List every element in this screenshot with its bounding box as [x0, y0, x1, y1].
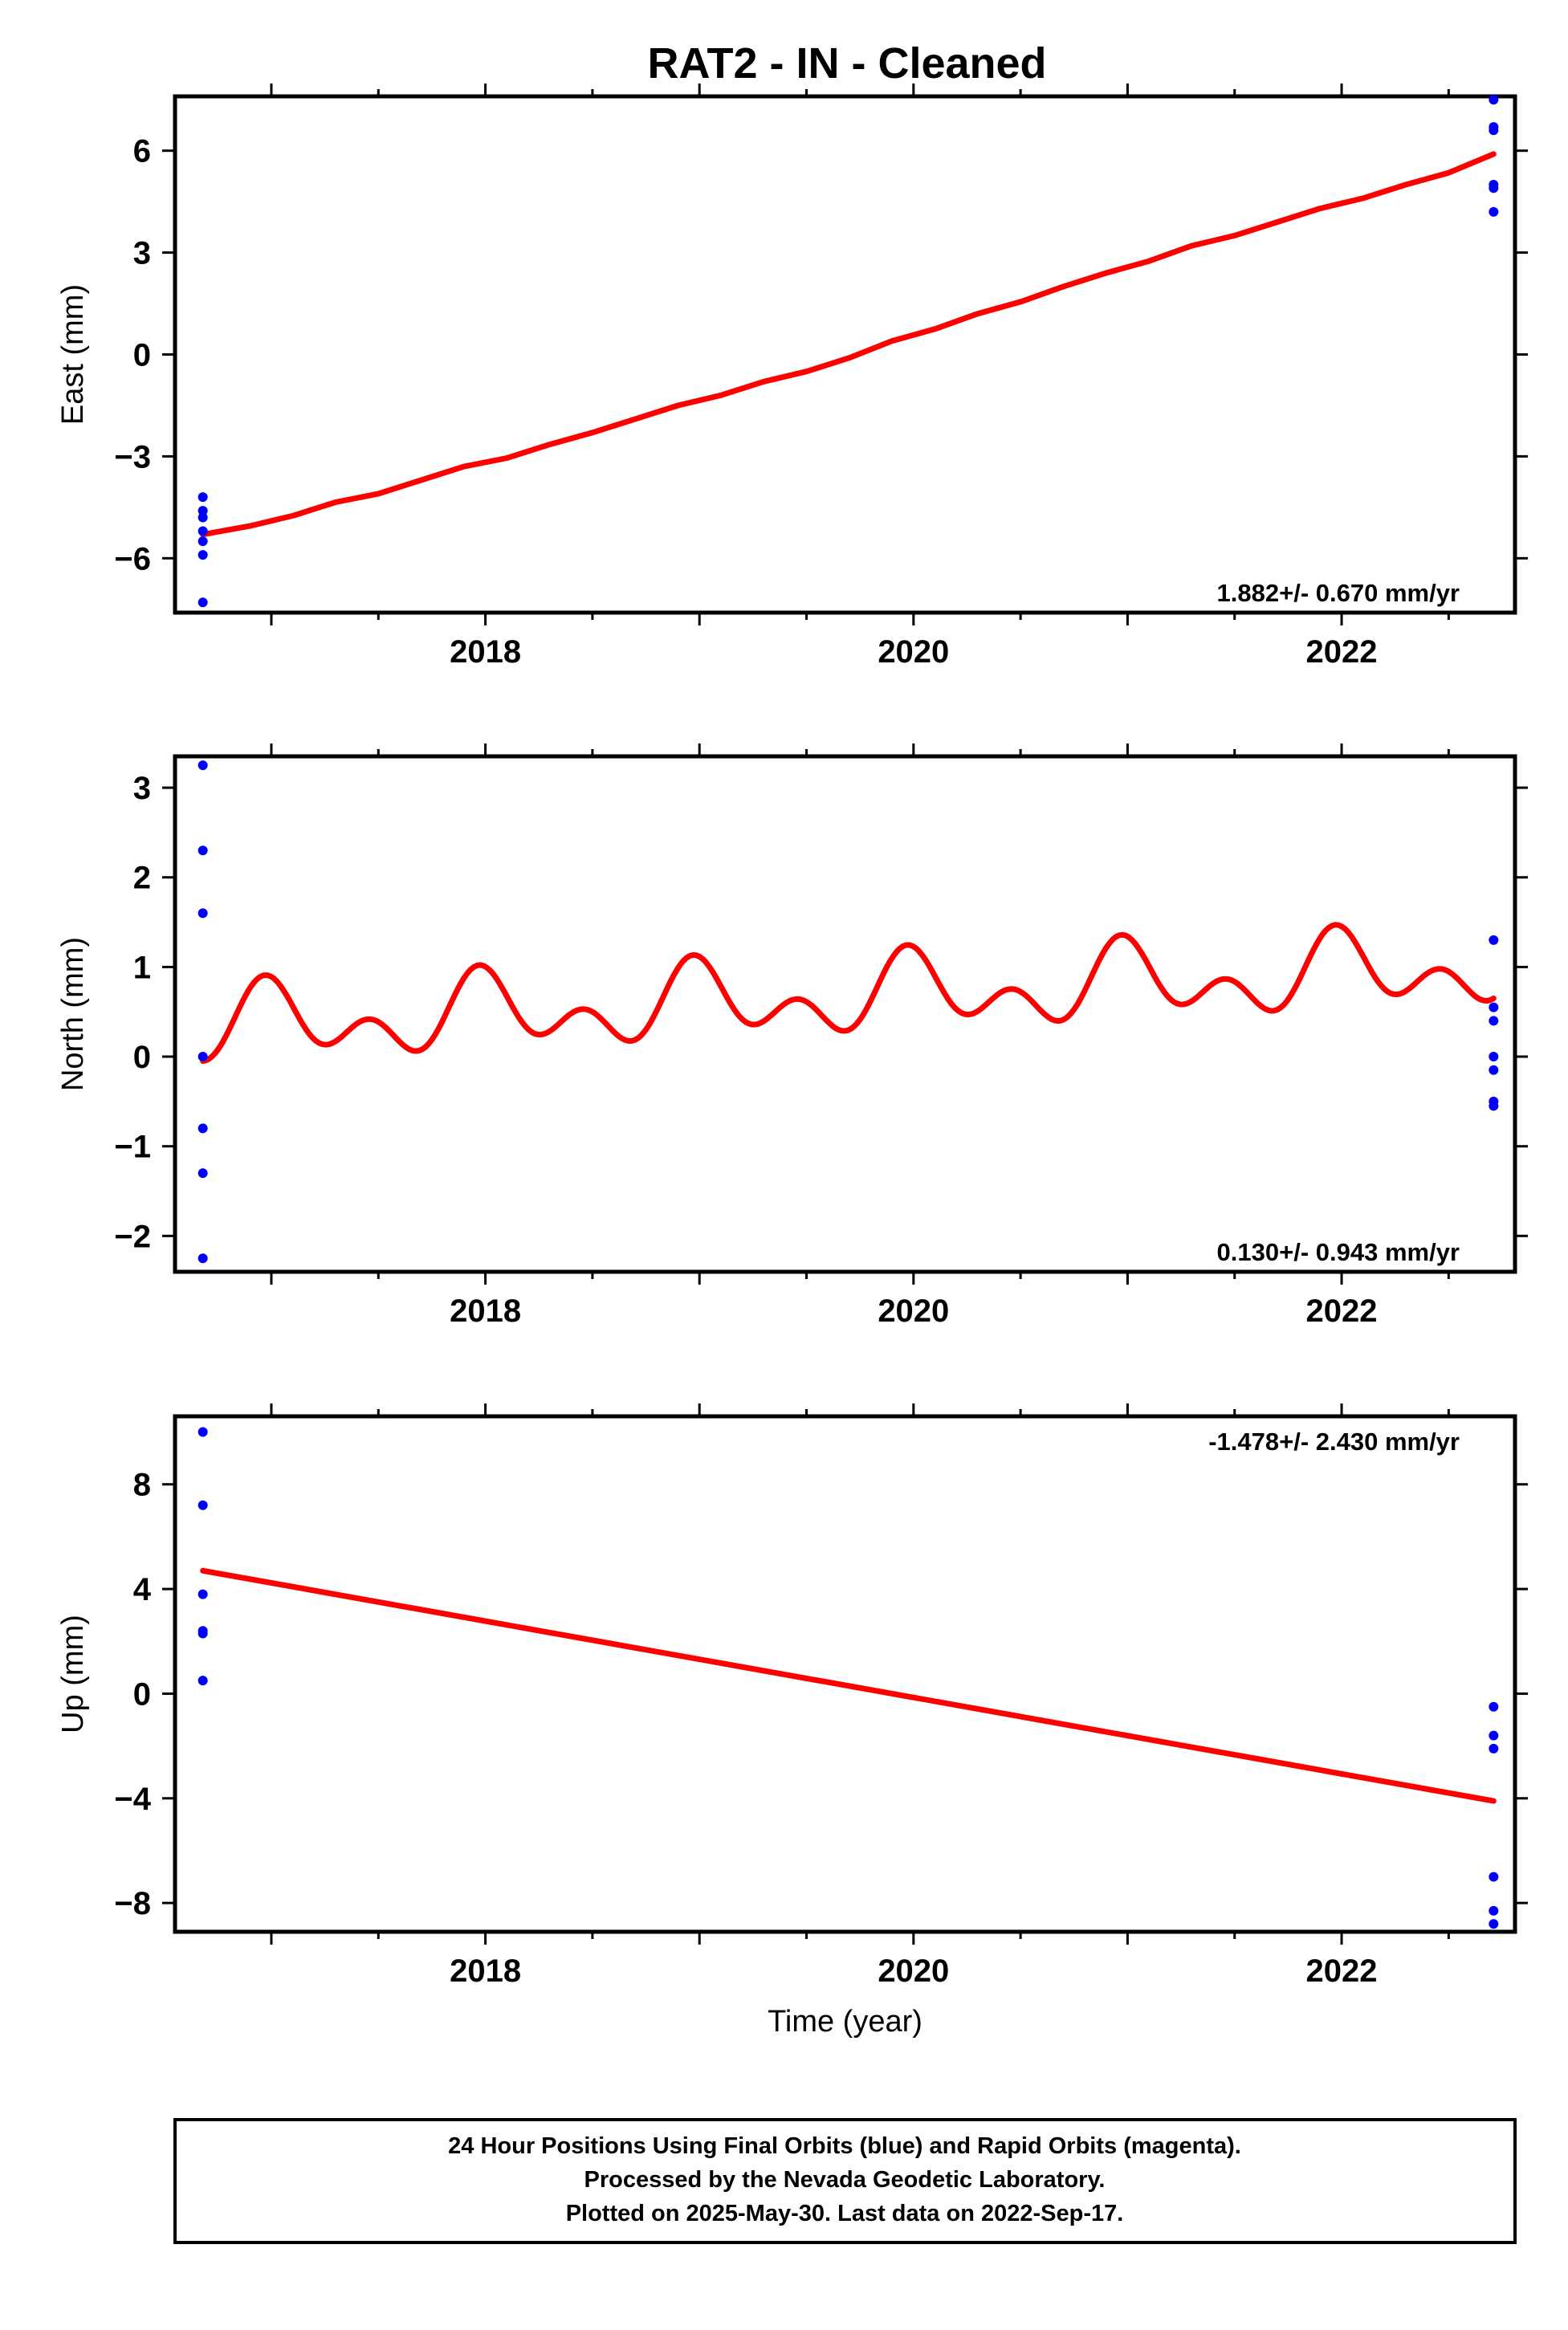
y-tick-label: 0 [133, 1676, 151, 1712]
data-point [198, 845, 208, 856]
data-point [1489, 1743, 1499, 1754]
y-tick-label: −4 [114, 1782, 151, 1817]
y-axis-label: North (mm) [56, 937, 90, 1091]
y-tick-label: 6 [133, 134, 151, 169]
x-tick-label: 2020 [878, 1293, 949, 1329]
rate-annotation: 0.130+/- 0.943 mm/yr [1217, 1238, 1460, 1266]
plot-frame [173, 1414, 1517, 1934]
data-point [1489, 1096, 1499, 1106]
rate-annotation: -1.478+/- 2.430 mm/yr [1208, 1428, 1460, 1456]
panel-3: 2018 2020 2022 −8 −4 0 4 8 Up (mm) Time (year) -1.… [56, 1403, 1528, 2039]
data-point [198, 1676, 208, 1686]
x-axis-label: Time (year) [768, 2005, 922, 2039]
y-tick-label: 3 [133, 236, 151, 271]
y-tick-label: −8 [114, 1886, 151, 1921]
y-tick-label: −2 [114, 1219, 151, 1254]
y-axis-label: East (mm) [56, 284, 90, 425]
data-point [1489, 95, 1499, 105]
footer-frame [173, 2118, 1517, 2244]
x-tick-label: 2022 [1306, 1293, 1378, 1329]
data-point [198, 1500, 208, 1510]
y-tick-label: 0 [133, 1040, 151, 1075]
y-axis-label: Up (mm) [56, 1615, 90, 1733]
figure-title: RAT2 - IN - Cleaned [647, 39, 1046, 88]
footer-line-3: Plotted on 2025-May-30. Last data on 202… [566, 2201, 1124, 2226]
data-point [198, 536, 208, 547]
data-point [1489, 1919, 1499, 1929]
x-tick-label: 2018 [450, 1293, 521, 1329]
y-tick-label: −6 [114, 541, 151, 576]
plot-frame [173, 94, 1517, 615]
footer-box: 24 Hour Positions Using Final Orbits (bl… [173, 2118, 1517, 2244]
x-tick-label: 2020 [878, 634, 949, 670]
data-point [1489, 935, 1499, 945]
data-point [1489, 1905, 1499, 1916]
data-point [1489, 1701, 1499, 1712]
y-tick-label: 3 [133, 771, 151, 806]
x-tick-label: 2020 [878, 1953, 949, 1989]
plot-frame [173, 754, 1517, 1274]
x-tick-label: 2022 [1306, 1953, 1378, 1989]
data-point [198, 1589, 208, 1599]
y-tick-label: 2 [133, 861, 151, 896]
data-point [198, 550, 208, 560]
model-fit-line [200, 151, 1497, 538]
panel-1: 2018 2020 2022 −6 −3 0 3 6 East (mm) 1.882+/- 0.6… [56, 84, 1528, 670]
data-point [1489, 1016, 1499, 1026]
data-point [198, 1168, 208, 1179]
data-point [198, 1427, 208, 1437]
y-tick-label: −1 [114, 1130, 151, 1165]
x-tick-label: 2022 [1306, 634, 1378, 670]
y-tick-label: −3 [114, 439, 151, 475]
y-tick-label: 4 [133, 1572, 152, 1607]
data-point [198, 1628, 208, 1639]
rate-annotation: 1.882+/- 0.670 mm/yr [1217, 579, 1460, 607]
data-point [1489, 206, 1499, 217]
data-point [198, 1052, 208, 1062]
data-point [1489, 1872, 1499, 1882]
data-point [1489, 1052, 1499, 1062]
data-point [198, 1123, 208, 1134]
data-point [1489, 1065, 1499, 1075]
data-point [198, 760, 208, 771]
data-point [198, 492, 208, 503]
data-point [1489, 1730, 1499, 1741]
data-point [198, 908, 208, 919]
footer-line-1: 24 Hour Positions Using Final Orbits (bl… [448, 2133, 1241, 2159]
data-point [1489, 125, 1499, 136]
footer-line-2: Processed by the Nevada Geodetic Laborat… [584, 2167, 1106, 2193]
data-point [1489, 183, 1499, 193]
panel-2: 2018 2020 2022 −2 −1 0 1 2 3 North (mm) 0.130+/- 0… [56, 743, 1528, 1329]
data-point [198, 512, 208, 523]
y-tick-label: 1 [133, 950, 151, 985]
data-point [198, 1253, 208, 1264]
data-point [198, 597, 208, 608]
model-fit-line [200, 922, 1497, 1065]
data-point [1489, 1002, 1499, 1012]
x-tick-label: 2018 [450, 634, 521, 670]
data-point [198, 506, 208, 516]
model-fit-line [200, 1567, 1497, 1804]
y-tick-label: 8 [133, 1468, 151, 1503]
x-tick-label: 2018 [450, 1953, 521, 1989]
y-tick-label: 0 [133, 338, 151, 373]
data-point [198, 526, 208, 536]
